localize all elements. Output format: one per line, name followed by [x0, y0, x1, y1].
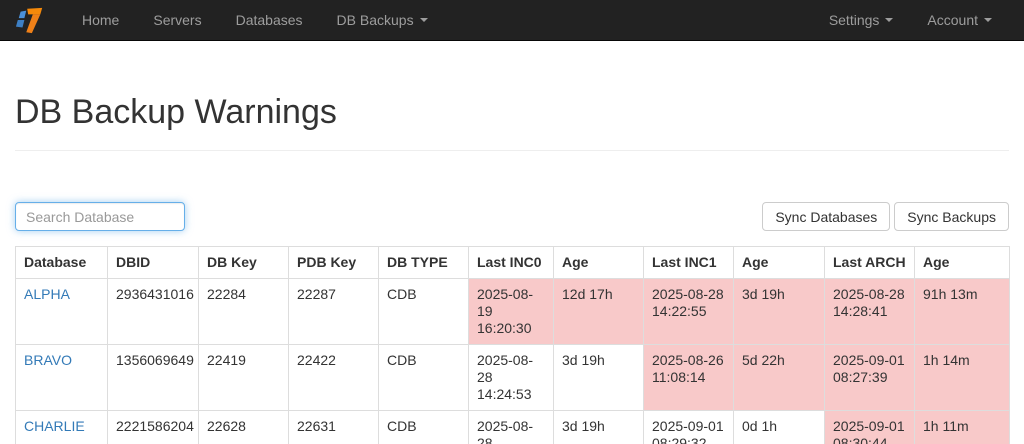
page-title: DB Backup Warnings — [15, 93, 337, 131]
backup-warnings-table: Database DBID DB Key PDB Key DB TYPE Las… — [15, 246, 1010, 444]
cell-age-inc0: 3d 19h — [553, 344, 644, 411]
nav-item-label: Home — [82, 12, 120, 28]
column-header-database: Database — [15, 246, 108, 279]
cell-age-arch: 1h 14m — [914, 344, 1010, 411]
cell-db-type: CDB — [378, 410, 469, 444]
nav-item-db-backups[interactable]: DB Backups — [320, 0, 445, 40]
table-header-row: Database DBID DB Key PDB Key DB TYPE Las… — [15, 246, 1010, 279]
top-navbar: Home Servers Databases DB Backups Settin… — [0, 0, 1024, 41]
cell-last-arch: 2025-09-01 08:27:39 — [824, 344, 915, 411]
cell-pdb-key: 22287 — [288, 278, 379, 345]
cell-age-arch: 1h 11m — [914, 410, 1010, 444]
nav-left-group: Home Servers Databases DB Backups — [65, 0, 445, 40]
nav-item-account[interactable]: Account — [910, 0, 1009, 40]
cell-age-inc0: 12d 17h — [553, 278, 644, 345]
cell-age-inc1: 3d 19h — [733, 278, 825, 345]
column-header-last-arch: Last ARCH — [824, 246, 915, 279]
chevron-down-icon — [984, 18, 992, 22]
cell-age-arch: 91h 13m — [914, 278, 1010, 345]
nav-item-home[interactable]: Home — [65, 0, 136, 40]
nav-item-databases[interactable]: Databases — [219, 0, 320, 40]
cell-dbid: 2936431016 — [107, 278, 199, 345]
sync-backups-button[interactable]: Sync Backups — [894, 202, 1009, 231]
nav-item-settings[interactable]: Settings — [812, 0, 911, 40]
sync-databases-button[interactable]: Sync Databases — [762, 202, 891, 231]
column-header-db-type: DB TYPE — [378, 246, 469, 279]
cell-db-key: 22284 — [198, 278, 289, 345]
chevron-down-icon — [419, 18, 428, 22]
cell-dbid: 2221586204 — [107, 410, 199, 444]
column-header-db-key: DB Key — [198, 246, 289, 279]
database-link[interactable]: BRAVO — [24, 352, 72, 368]
search-input[interactable] — [15, 202, 185, 231]
toolbar: Sync Databases Sync Backups — [15, 202, 1009, 231]
table-row: BRAVO 1356069649 22419 22422 CDB 2025-08… — [15, 344, 1010, 411]
column-header-age-inc0: Age — [553, 246, 644, 279]
cell-last-arch: 2025-08-28 14:28:41 — [824, 278, 915, 345]
column-header-age-inc1: Age — [733, 246, 825, 279]
cell-db-key: 22419 — [198, 344, 289, 411]
cell-last-inc1: 2025-09-01 08:29:32 — [643, 410, 734, 444]
cell-last-inc1: 2025-08-28 14:22:55 — [643, 278, 734, 345]
cell-database: BRAVO — [15, 344, 108, 411]
nav-item-label: Settings — [828, 12, 880, 28]
cell-dbid: 1356069649 — [107, 344, 199, 411]
column-header-last-inc1: Last INC1 — [643, 246, 734, 279]
cell-age-inc1: 5d 22h — [733, 344, 825, 411]
cell-db-key: 22628 — [198, 410, 289, 444]
sync-button-group: Sync Databases Sync Backups — [762, 202, 1009, 231]
database-link[interactable]: ALPHA — [24, 286, 70, 302]
nav-item-label: Servers — [153, 12, 202, 28]
cell-database: ALPHA — [15, 278, 108, 345]
page-header: DB Backup Warnings — [15, 93, 1009, 151]
cell-database: CHARLIE — [15, 410, 108, 444]
table-row: ALPHA 2936431016 22284 22287 CDB 2025-08… — [15, 278, 1010, 345]
nav-right-group: Settings Account — [812, 0, 1009, 40]
nav-item-servers[interactable]: Servers — [136, 0, 218, 40]
backup-warnings-table-wrap: Database DBID DB Key PDB Key DB TYPE Las… — [15, 246, 1010, 444]
cell-age-inc1: 0d 1h — [733, 410, 825, 444]
cell-db-type: CDB — [378, 278, 469, 345]
table-row: CHARLIE 2221586204 22628 22631 CDB 2025-… — [15, 410, 1010, 444]
cell-last-inc0: 2025-08-28 14:24:53 — [468, 344, 554, 411]
nav-item-label: Databases — [235, 12, 303, 28]
cell-db-type: CDB — [378, 344, 469, 411]
chevron-down-icon — [885, 18, 894, 22]
cell-last-inc0: 2025-08-28 14:32:48 — [468, 410, 554, 444]
brand-logo-icon — [15, 7, 43, 34]
brand-logo[interactable] — [15, 0, 49, 40]
page-container: DB Backup Warnings Sync Databases Sync B… — [0, 93, 1024, 444]
database-link[interactable]: CHARLIE — [24, 418, 85, 434]
column-header-age-arch: Age — [914, 246, 1010, 279]
nav-item-label: DB Backups — [336, 12, 414, 28]
cell-last-arch: 2025-09-01 08:30:44 — [824, 410, 915, 444]
column-header-last-inc0: Last INC0 — [468, 246, 554, 279]
column-header-pdb-key: PDB Key — [288, 246, 379, 279]
cell-pdb-key: 22631 — [288, 410, 379, 444]
cell-pdb-key: 22422 — [288, 344, 379, 411]
nav-item-label: Account — [927, 12, 978, 28]
cell-last-inc0: 2025-08-19 16:20:30 — [468, 278, 554, 345]
cell-last-inc1: 2025-08-26 11:08:14 — [643, 344, 734, 411]
column-header-dbid: DBID — [107, 246, 199, 279]
cell-age-inc0: 3d 19h — [553, 410, 644, 444]
